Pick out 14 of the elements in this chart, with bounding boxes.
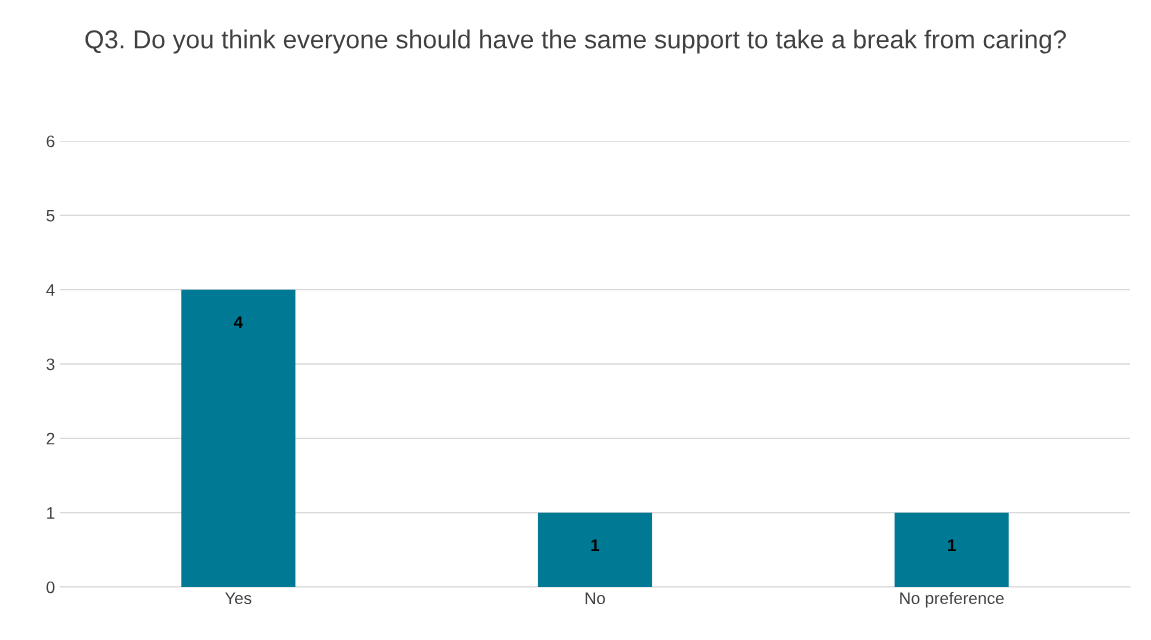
data-label: 1 — [948, 539, 956, 551]
y-tick-label: 3 — [46, 358, 55, 371]
y-tick-label: 6 — [46, 135, 55, 148]
x-tick-label: No preference — [900, 591, 1004, 608]
y-tick-label: 4 — [46, 284, 55, 296]
y-tick-label: 1 — [47, 507, 55, 519]
y-tick-label: 5 — [46, 209, 55, 222]
x-tick-label: No — [585, 592, 605, 605]
chart-title: Q3. Do you think everyone should have the same support to take a break from caring? — [85, 29, 1066, 54]
y-tick-label: 0 — [46, 581, 55, 594]
y-tick-label: 2 — [46, 432, 55, 445]
data-label: 4 — [233, 316, 243, 328]
data-label: 1 — [591, 539, 600, 551]
x-tick-label: Yes — [225, 592, 252, 605]
